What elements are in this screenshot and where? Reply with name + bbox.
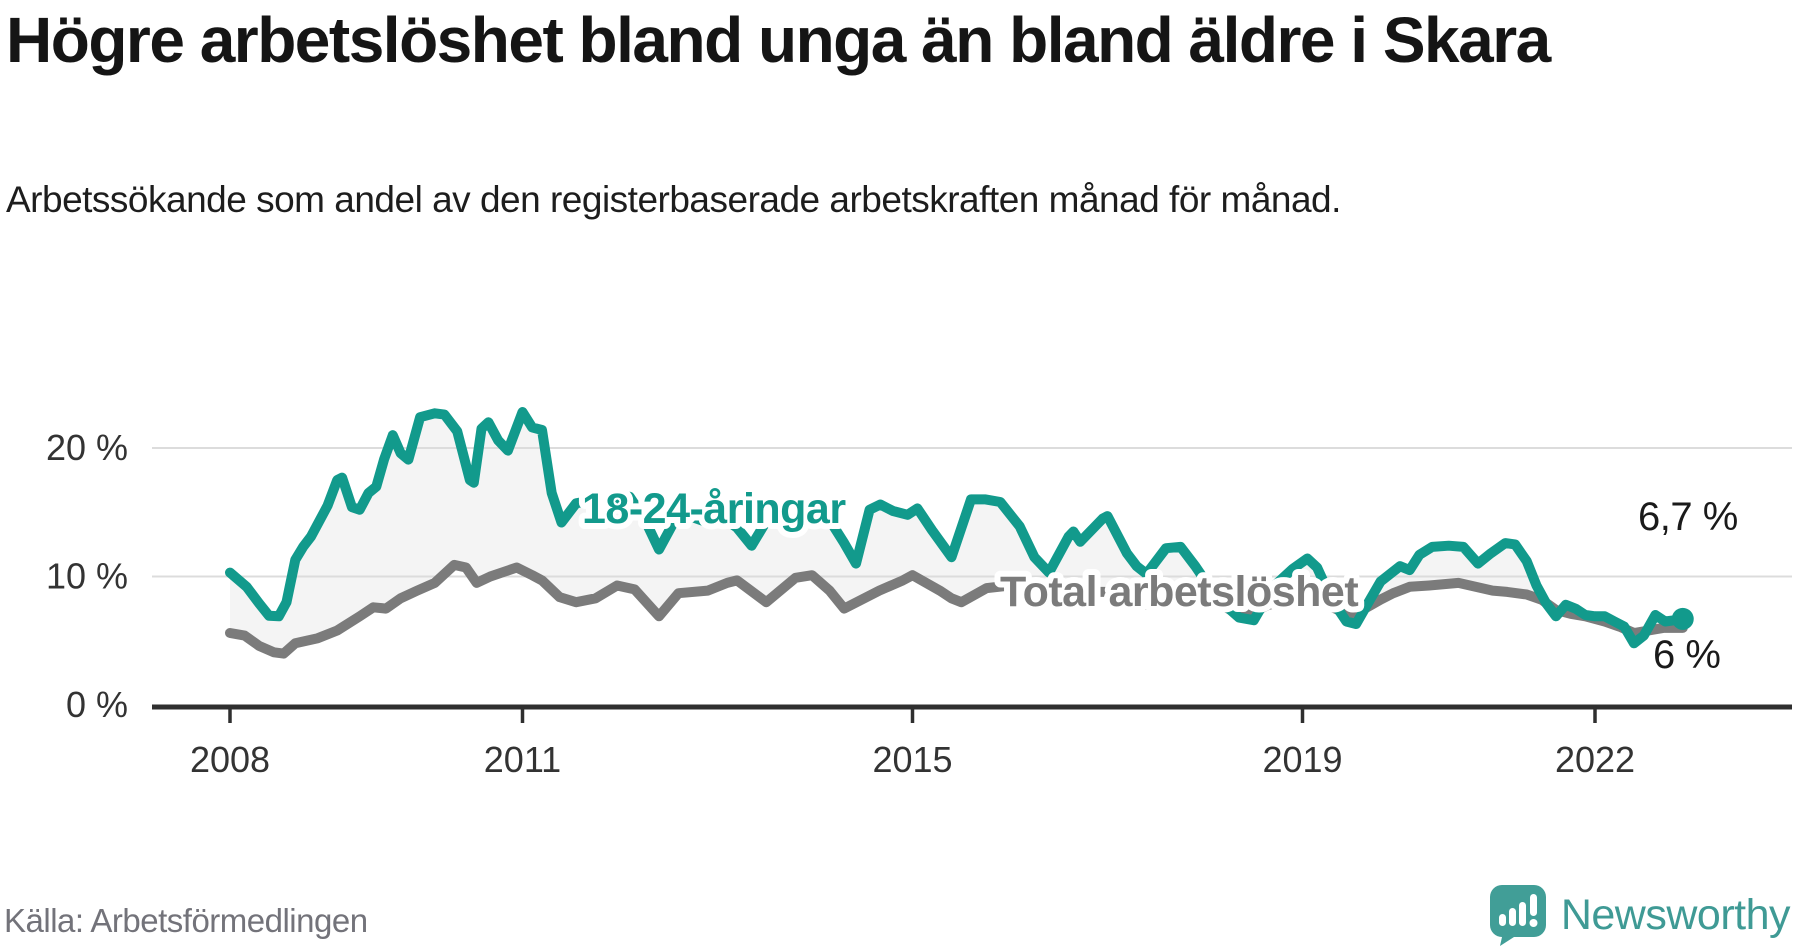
y-tick-label: 20 % (46, 427, 128, 468)
newsworthy-logo-icon (1489, 885, 1546, 946)
x-tick-label: 2008 (190, 739, 270, 780)
x-tick-label: 2019 (1262, 739, 1342, 780)
bar-2 (1508, 908, 1516, 926)
series-line-total (225, 559, 1688, 659)
speech-bubble-shape (1489, 885, 1546, 946)
brand-name: Newsworthy (1560, 890, 1791, 939)
source-note: Källa: Arbetsförmedlingen (4, 902, 368, 939)
newsworthy-logo: Newsworthy (1489, 884, 1791, 946)
bar-3 (1518, 902, 1526, 926)
page-title: Högre arbetslöshet bland unga än bland ä… (6, 4, 1551, 76)
series-label: 18-24-åringar (582, 485, 846, 533)
y-tick-label: 0 % (66, 684, 128, 725)
bar-1 (1498, 914, 1506, 926)
exclamation-dot (1529, 919, 1538, 927)
exclamation-bar (1529, 894, 1537, 916)
chart-subtitle: Arbetssökande som andel av den registerb… (6, 179, 1341, 220)
series-line-youth (225, 407, 1688, 649)
between-series-area (230, 412, 1683, 654)
x-tick-label: 2022 (1555, 739, 1635, 780)
youth-series-end-dot (1671, 607, 1694, 630)
end-value-label: 6,7 % (1638, 495, 1738, 539)
x-tick-label: 2011 (484, 739, 561, 780)
end-value-label: 6 % (1653, 633, 1720, 677)
y-tick-label: 10 % (46, 556, 128, 597)
x-tick-label: 2015 (872, 739, 952, 780)
series-label: Total arbetslöshet (1000, 568, 1358, 616)
